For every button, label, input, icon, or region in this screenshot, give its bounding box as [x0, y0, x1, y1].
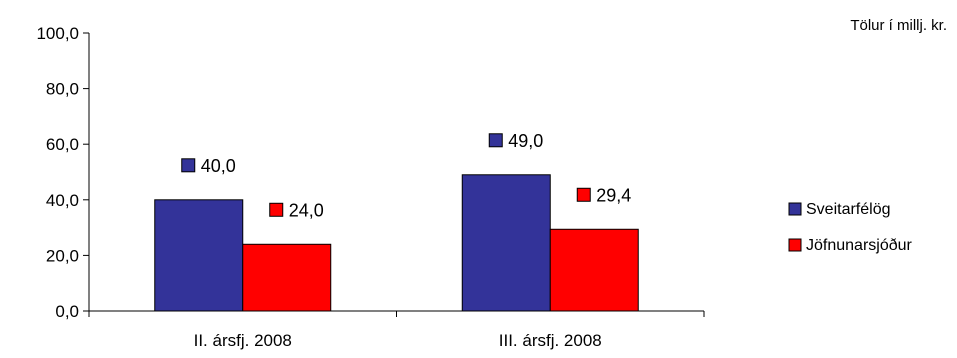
legend-swatch-1 — [788, 202, 802, 216]
bar-1-1 — [154, 199, 244, 312]
units-note: Tölur í millj. kr. — [850, 17, 947, 34]
axes-layer: 0,0 20,0 40,0 60,0 80,0 100,0 — [36, 24, 705, 321]
legend: Sveitarfélög Jöfnunarsjóður — [781, 193, 955, 271]
y-tick-label-4: 60,0 — [46, 135, 79, 154]
data-label-key-2-1 — [269, 202, 284, 217]
bar-1-2 — [461, 174, 551, 312]
bar-2-1 — [242, 243, 332, 312]
legend-box — [781, 193, 955, 271]
legend-label-2: Jöfnunarsjóður — [806, 237, 913, 254]
data-label-key-2-2 — [576, 187, 591, 202]
data-label-1-1: 40,0 — [201, 156, 236, 176]
bars-layer — [154, 174, 639, 312]
labels-layer: 40,0 24,0 II. ársfj. 2008 49,0 29,4 III. ársf… — [181, 131, 631, 350]
data-label-key-1-2 — [488, 133, 503, 148]
legend-label-1: Sveitarfélög — [806, 201, 891, 218]
data-label-1-2: 49,0 — [508, 131, 543, 151]
legend-swatch-2 — [788, 238, 802, 252]
data-label-key-1-1 — [181, 158, 196, 173]
y-tick-label-6: 100,0 — [36, 24, 79, 43]
data-label-2-2: 29,4 — [596, 185, 631, 205]
category-label-2: III. ársfj. 2008 — [499, 331, 602, 350]
y-tick-label-3: 40,0 — [46, 191, 79, 210]
category-label-1: II. ársfj. 2008 — [194, 331, 292, 350]
y-tick-label-2: 20,0 — [46, 246, 79, 265]
y-tick-label-5: 80,0 — [46, 80, 79, 99]
data-label-2-1: 24,0 — [289, 200, 324, 220]
bar-2-2 — [549, 228, 639, 312]
y-tick-label-1: 0,0 — [55, 302, 79, 321]
